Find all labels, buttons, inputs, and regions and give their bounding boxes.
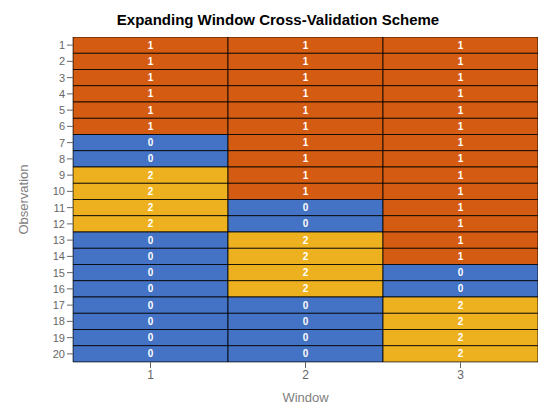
svg-text:7: 7 (59, 137, 65, 149)
svg-text:1: 1 (458, 105, 464, 116)
svg-text:0: 0 (458, 267, 464, 278)
svg-text:1: 1 (148, 56, 154, 67)
svg-text:14: 14 (53, 250, 65, 262)
svg-text:1: 1 (148, 105, 154, 116)
svg-text:11: 11 (54, 202, 65, 214)
svg-text:2: 2 (458, 316, 464, 327)
svg-text:9: 9 (59, 169, 65, 181)
svg-text:6: 6 (59, 120, 65, 132)
svg-text:0: 0 (303, 218, 309, 229)
svg-text:1: 1 (458, 88, 464, 99)
svg-text:2: 2 (458, 300, 464, 311)
svg-text:1: 1 (458, 40, 464, 51)
svg-text:1: 1 (458, 72, 464, 83)
svg-text:0: 0 (303, 300, 309, 311)
svg-text:2: 2 (59, 55, 65, 67)
svg-text:0: 0 (148, 137, 154, 148)
svg-text:1: 1 (303, 170, 309, 181)
svg-text:1: 1 (59, 39, 65, 51)
svg-text:8: 8 (59, 153, 65, 165)
svg-text:1: 1 (148, 88, 154, 99)
svg-text:20: 20 (53, 348, 65, 360)
svg-text:12: 12 (53, 218, 65, 230)
svg-text:10: 10 (53, 185, 65, 197)
svg-text:2: 2 (148, 202, 154, 213)
svg-text:0: 0 (303, 316, 309, 327)
svg-text:2: 2 (458, 332, 464, 343)
svg-text:0: 0 (458, 283, 464, 294)
svg-text:1: 1 (303, 186, 309, 197)
svg-text:17: 17 (53, 299, 65, 311)
svg-text:3: 3 (59, 72, 65, 84)
svg-text:1: 1 (303, 153, 309, 164)
svg-text:2: 2 (303, 235, 309, 246)
svg-text:1: 1 (458, 235, 464, 246)
svg-text:1: 1 (458, 202, 464, 213)
svg-text:1: 1 (148, 40, 154, 51)
svg-text:1: 1 (303, 105, 309, 116)
svg-text:19: 19 (53, 332, 65, 344)
svg-text:0: 0 (148, 235, 154, 246)
svg-text:0: 0 (148, 153, 154, 164)
svg-text:1: 1 (458, 121, 464, 132)
svg-text:0: 0 (303, 332, 309, 343)
svg-text:4: 4 (59, 88, 65, 100)
svg-text:Observation: Observation (16, 164, 31, 234)
svg-text:0: 0 (148, 283, 154, 294)
svg-text:2: 2 (302, 368, 309, 382)
svg-text:0: 0 (148, 267, 154, 278)
svg-text:0: 0 (148, 332, 154, 343)
svg-text:1: 1 (303, 137, 309, 148)
svg-text:1: 1 (458, 218, 464, 229)
svg-text:2: 2 (148, 218, 154, 229)
svg-text:18: 18 (53, 315, 65, 327)
svg-text:1: 1 (458, 251, 464, 262)
svg-text:2: 2 (148, 186, 154, 197)
svg-text:1: 1 (303, 72, 309, 83)
svg-text:1: 1 (148, 72, 154, 83)
svg-text:2: 2 (458, 348, 464, 359)
svg-text:0: 0 (148, 300, 154, 311)
svg-text:0: 0 (148, 316, 154, 327)
html-text:Expanding Window Cross-Validat: Expanding Window Cross-Validation Scheme (116, 11, 440, 28)
svg-text:0: 0 (148, 251, 154, 262)
svg-text:13: 13 (53, 234, 65, 246)
svg-text:2: 2 (303, 251, 309, 262)
svg-text:1: 1 (458, 56, 464, 67)
svg-text:0: 0 (148, 348, 154, 359)
svg-text:0: 0 (303, 348, 309, 359)
svg-text:2: 2 (303, 267, 309, 278)
svg-text:1: 1 (458, 153, 464, 164)
svg-text:1: 1 (303, 121, 309, 132)
svg-text:0: 0 (303, 202, 309, 213)
svg-text:1: 1 (458, 137, 464, 148)
svg-text:3: 3 (457, 368, 464, 382)
svg-text:1: 1 (148, 121, 154, 132)
svg-text:1: 1 (147, 368, 154, 382)
svg-text:Window: Window (282, 390, 329, 405)
svg-text:1: 1 (303, 56, 309, 67)
svg-text:15: 15 (53, 267, 65, 279)
svg-text:1: 1 (458, 186, 464, 197)
svg-text:1: 1 (458, 170, 464, 181)
svg-text:5: 5 (59, 104, 65, 116)
svg-text:2: 2 (148, 170, 154, 181)
svg-text:2: 2 (303, 283, 309, 294)
svg-text:1: 1 (303, 88, 309, 99)
svg-text:1: 1 (303, 40, 309, 51)
svg-text:16: 16 (53, 283, 65, 295)
